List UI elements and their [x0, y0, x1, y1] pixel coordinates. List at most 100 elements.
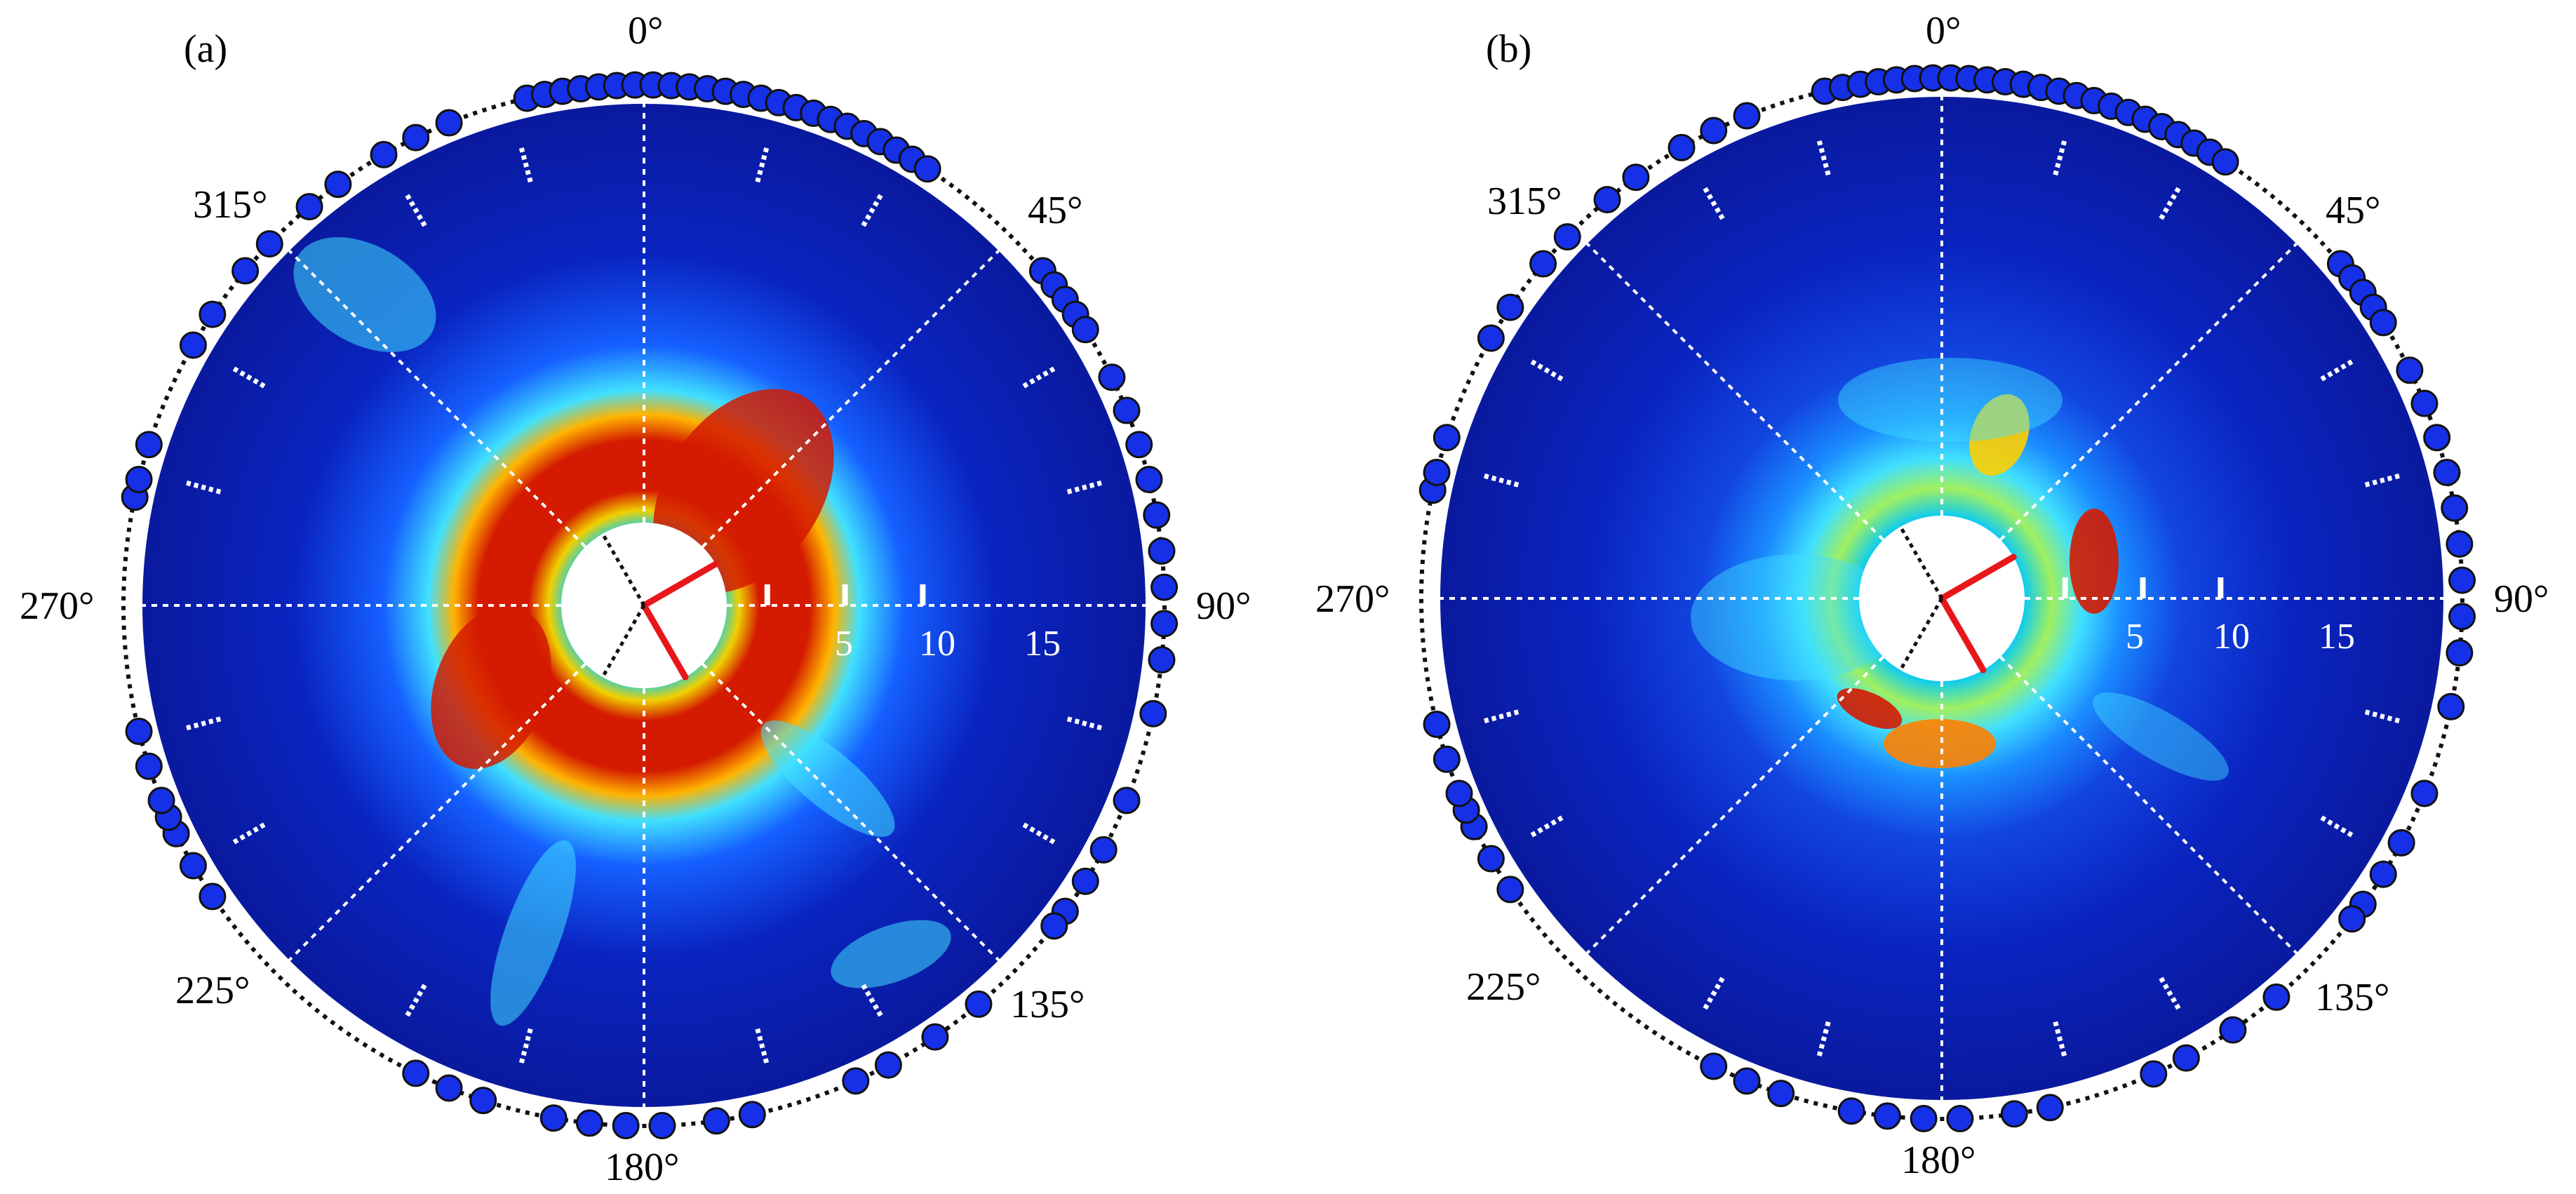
sensor-marker: [612, 1112, 640, 1140]
sensor-marker: [2446, 639, 2474, 667]
sensor-marker: [2387, 829, 2415, 857]
sensor-marker: [1071, 316, 1099, 344]
dir-label-45: 45°: [1028, 189, 1082, 232]
sensor-marker: [1148, 537, 1176, 565]
rim-tick-15: [755, 147, 770, 183]
grid-line-315: [288, 250, 586, 548]
sensor-marker: [2446, 530, 2474, 558]
sensor-marker: [2172, 1044, 2200, 1072]
range-tick-10: 10: [919, 624, 955, 664]
sensor-marker: [1593, 186, 1621, 214]
sensor-marker: [1071, 867, 1099, 895]
sensor-marker: [295, 193, 323, 221]
sensor-marker: [2433, 458, 2461, 486]
dir-label-315: 315°: [1487, 180, 1562, 223]
dir-label-270: 270°: [1315, 577, 1390, 621]
grid-line-135: [1999, 656, 2297, 954]
dir-label-135: 135°: [2315, 976, 2389, 1019]
sensor-marker: [1151, 573, 1179, 601]
rim-tick-240: [232, 822, 266, 845]
range-tick-mark-5: [764, 584, 770, 605]
dir-label-180: 180°: [1901, 1139, 1975, 1182]
sensor-marker: [1700, 1052, 1728, 1080]
dir-label-180: 180°: [605, 1146, 679, 1189]
range-tick-mark-10: [2140, 577, 2146, 598]
rim-tick-195: [518, 1028, 533, 1064]
sensor-marker: [1423, 711, 1451, 739]
sensor-marker: [435, 109, 463, 137]
rim-tick-330: [405, 194, 427, 227]
sensor-marker: [1946, 1105, 1974, 1133]
rim-tick-240: [1530, 815, 1564, 838]
sensor-marker: [179, 852, 207, 880]
sensor-marker: [648, 1112, 676, 1140]
rim-tick-210: [1703, 977, 1725, 1010]
rim-tick-330: [1703, 187, 1725, 220]
range-tick-mark-15: [2218, 577, 2224, 598]
dir-label-135: 135°: [1010, 983, 1085, 1026]
sensors: [121, 71, 1179, 1140]
rim-tick-120: [2320, 815, 2354, 838]
rim-tick-255: [1484, 709, 1520, 724]
black-axis-330: [601, 532, 646, 607]
sensor-marker: [2410, 779, 2439, 807]
sensor-marker: [1143, 501, 1171, 529]
red-axis-150: [640, 602, 689, 680]
sensor-marker: [1098, 363, 1126, 391]
sensor-marker: [1837, 1097, 1865, 1125]
black-axis-210: [1898, 597, 1944, 671]
warm-patches: [1837, 394, 2119, 768]
red-axes: [1898, 525, 2017, 673]
sensor-marker: [1151, 610, 1179, 638]
sensor-marker: [965, 990, 993, 1018]
sensor-marker: [2369, 309, 2397, 337]
sensor-marker: [1496, 293, 1524, 321]
grid-line-225: [288, 663, 586, 961]
sensor-marker: [1433, 745, 1461, 773]
sensor-marker: [402, 123, 430, 152]
dir-label-225: 225°: [175, 969, 250, 1012]
panel-label: (a): [184, 27, 227, 71]
rim-tick-285: [1484, 473, 1520, 488]
dir-label-90: 90°: [2494, 577, 2549, 621]
sensor-marker: [2448, 566, 2476, 594]
sensor-marker: [921, 1023, 949, 1051]
sensor-marker: [2448, 603, 2476, 631]
dir-label-0: 0°: [628, 9, 663, 53]
rim-tick-345: [518, 147, 533, 183]
sensor-marker: [1135, 465, 1163, 493]
range-ticks: [764, 584, 926, 605]
rim-tick-285: [186, 480, 222, 495]
sensor-marker: [1767, 1080, 1795, 1108]
sensor-marker: [125, 718, 153, 746]
range-tick-15: 15: [1024, 624, 1061, 664]
sensor-marker: [179, 331, 207, 359]
sensor-marker: [1445, 779, 1473, 807]
rim-tick-15: [2053, 140, 2067, 176]
dir-label-315: 315°: [193, 183, 267, 227]
panel-label: (b): [1486, 27, 1531, 71]
sensor-marker: [2410, 389, 2439, 417]
rim-tick-255: [186, 716, 222, 731]
sensor-marker: [1089, 836, 1118, 864]
rim-tick-300: [232, 366, 266, 389]
range-tick-mark-15: [920, 584, 926, 605]
sensor-marker: [2219, 1016, 2247, 1044]
rim-tick-60: [2320, 359, 2354, 382]
rim-tick-105: [2364, 709, 2400, 724]
sensors: [1418, 64, 2476, 1133]
rim-tick-60: [1022, 366, 1056, 389]
range-tick-15: 15: [2319, 617, 2355, 657]
rim-tick-75: [1066, 480, 1102, 495]
sensor-marker: [147, 786, 175, 814]
sensor-marker: [1423, 458, 1451, 486]
rim-tick-30: [2159, 187, 2181, 220]
red-axis-60: [1938, 554, 2017, 602]
sensor-marker: [125, 465, 153, 493]
sensor-marker: [2396, 356, 2424, 384]
cool-streaks: [293, 237, 951, 1026]
panel-a: (a) 5 10 15 0° 45° 90° 135° 180° 225° 27…: [20, 9, 1251, 1189]
sensor-marker: [2437, 692, 2465, 720]
sensor-marker: [1529, 250, 1557, 278]
sensor-marker: [2211, 148, 2239, 176]
